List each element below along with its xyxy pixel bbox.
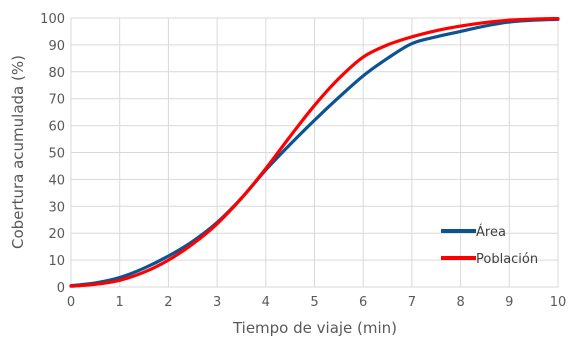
y-tick-label: 60 xyxy=(48,120,65,135)
x-axis-title: Tiempo de viaje (min) xyxy=(232,319,397,337)
legend: Área Población xyxy=(441,224,538,267)
y-tick-label: 100 xyxy=(40,12,65,27)
series-lines xyxy=(69,16,560,288)
x-tick-label: 0 xyxy=(67,295,75,310)
y-tick-label: 80 xyxy=(48,66,65,81)
x-tick-label: 7 xyxy=(408,295,416,310)
series-line-1 xyxy=(69,16,560,288)
x-tick-label: 1 xyxy=(116,295,124,310)
series-line-0 xyxy=(69,17,560,288)
y-tick-label: 20 xyxy=(48,227,65,242)
grid-lines xyxy=(70,17,559,288)
x-tick-label: 3 xyxy=(213,295,221,310)
y-tick-label: 50 xyxy=(48,147,65,162)
y-tick-label: 0 xyxy=(57,281,65,296)
x-tick-label: 4 xyxy=(262,295,270,310)
x-tick-label: 8 xyxy=(456,295,464,310)
x-tick-label: 10 xyxy=(550,295,567,310)
y-axis-title: Cobertura acumulada (%) xyxy=(9,55,27,249)
y-tick-label: 70 xyxy=(48,93,65,108)
y-tick-label: 40 xyxy=(48,173,65,188)
y-tick-label: 90 xyxy=(48,39,65,54)
y-tick-label: 30 xyxy=(48,200,65,215)
x-tick-label: 9 xyxy=(505,295,513,310)
x-tick-label: 6 xyxy=(359,295,367,310)
y-tick-label: 10 xyxy=(48,254,65,269)
legend-label: Población xyxy=(476,252,538,267)
legend-label: Área xyxy=(476,224,506,240)
x-tick-label: 2 xyxy=(164,295,172,310)
x-tick-label: 5 xyxy=(310,295,318,310)
